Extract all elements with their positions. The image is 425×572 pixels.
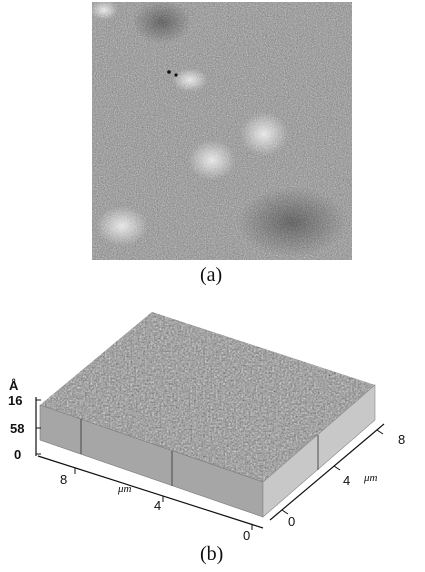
front-axis-unit: μm [117,483,132,495]
right-axis-unit: μm [363,472,378,484]
z-axis: Å 16 58 0 [8,378,41,462]
surface-top [40,312,375,482]
z-axis-unit: Å [9,378,19,393]
right-tick-4: 4 [343,473,350,488]
z-tick-58: 58 [10,421,24,436]
z-tick-16: 16 [8,393,22,408]
afm-2d-image [92,2,352,260]
surface-right-face [262,384,376,518]
caption-b: (b) [200,543,224,565]
front-axis: 8 4 0 μm [37,455,264,540]
front-tick-4: 4 [154,498,161,513]
right-axis: 0 4 8 μm [269,423,405,529]
right-tick-8: 8 [398,432,405,447]
z-tick-0: 0 [14,447,21,462]
afm-3d-surface: Å 16 58 0 8 4 0 μm 0 4 8 μm [8,312,405,540]
right-tick-0: 0 [288,514,295,529]
front-tick-0: 0 [243,528,250,540]
front-tick-8: 8 [60,472,67,487]
caption-a: (a) [200,264,223,286]
